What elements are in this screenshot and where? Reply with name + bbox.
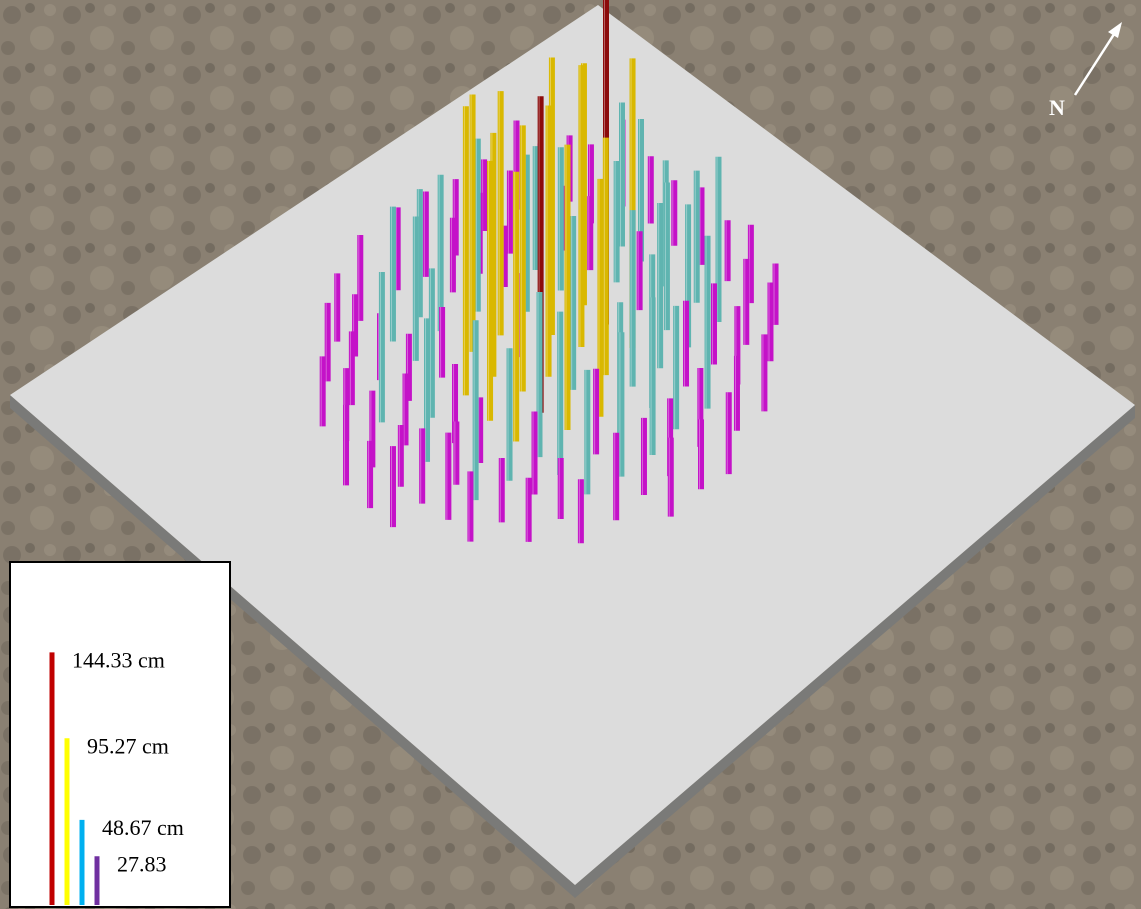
legend-label: 144.33 cm bbox=[72, 647, 165, 672]
legend-label: 48.67 cm bbox=[102, 815, 184, 840]
scene: N 144.33 cm 95.27 cm 48.67 cm 27.83 bbox=[0, 0, 1141, 909]
legend-label: 95.27 cm bbox=[87, 733, 169, 758]
compass-label: N bbox=[1049, 95, 1065, 120]
page: N 144.33 cm95.27 cm48.67 cm27.83 (() => … bbox=[0, 0, 1141, 909]
legend-label: 27.83 bbox=[117, 851, 167, 876]
